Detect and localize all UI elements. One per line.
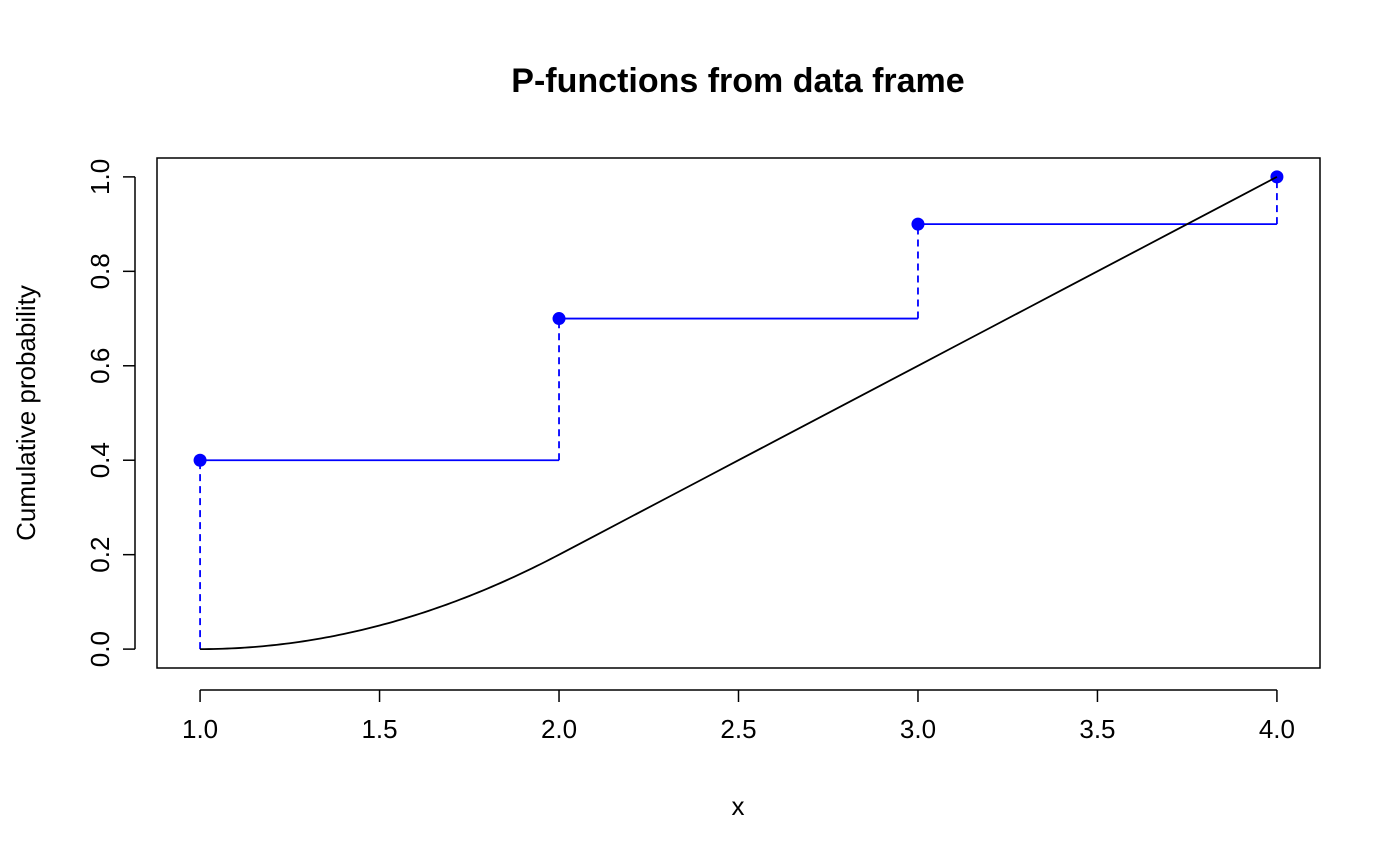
x-axis-label: x: [732, 791, 745, 821]
plot-frame: [156, 157, 1321, 669]
y-axis-label: Cumulative probability: [11, 285, 41, 541]
x-tick-label: 3.0: [900, 714, 936, 744]
y-tick-label: 1.0: [85, 159, 115, 195]
y-tick-label: 0.6: [85, 348, 115, 384]
y-tick-label: 0.4: [85, 442, 115, 478]
y-tick-label: 0.8: [85, 253, 115, 289]
y-tick-label: 0.2: [85, 537, 115, 573]
series-layer: [193, 170, 1284, 651]
x-axis: 1.0 1.5 2.0 2.5 3.0 3.5 4.0: [182, 689, 1295, 744]
cdf-curve: [200, 176, 1278, 651]
data-point: [911, 217, 925, 231]
x-tick-label: 1.0: [182, 714, 218, 744]
x-tick-label: 2.0: [541, 714, 577, 744]
chart-title: P-functions from data frame: [511, 62, 964, 100]
x-tick-label: 2.5: [720, 714, 756, 744]
data-point: [552, 312, 566, 326]
y-axis: 0.0 0.2 0.4 0.6 0.8 1.0: [85, 159, 136, 667]
x-tick-label: 3.5: [1079, 714, 1115, 744]
x-tick-label: 1.5: [361, 714, 397, 744]
y-tick-label: 0.0: [85, 631, 115, 667]
data-point: [193, 453, 207, 467]
x-tick-label: 4.0: [1259, 714, 1295, 744]
